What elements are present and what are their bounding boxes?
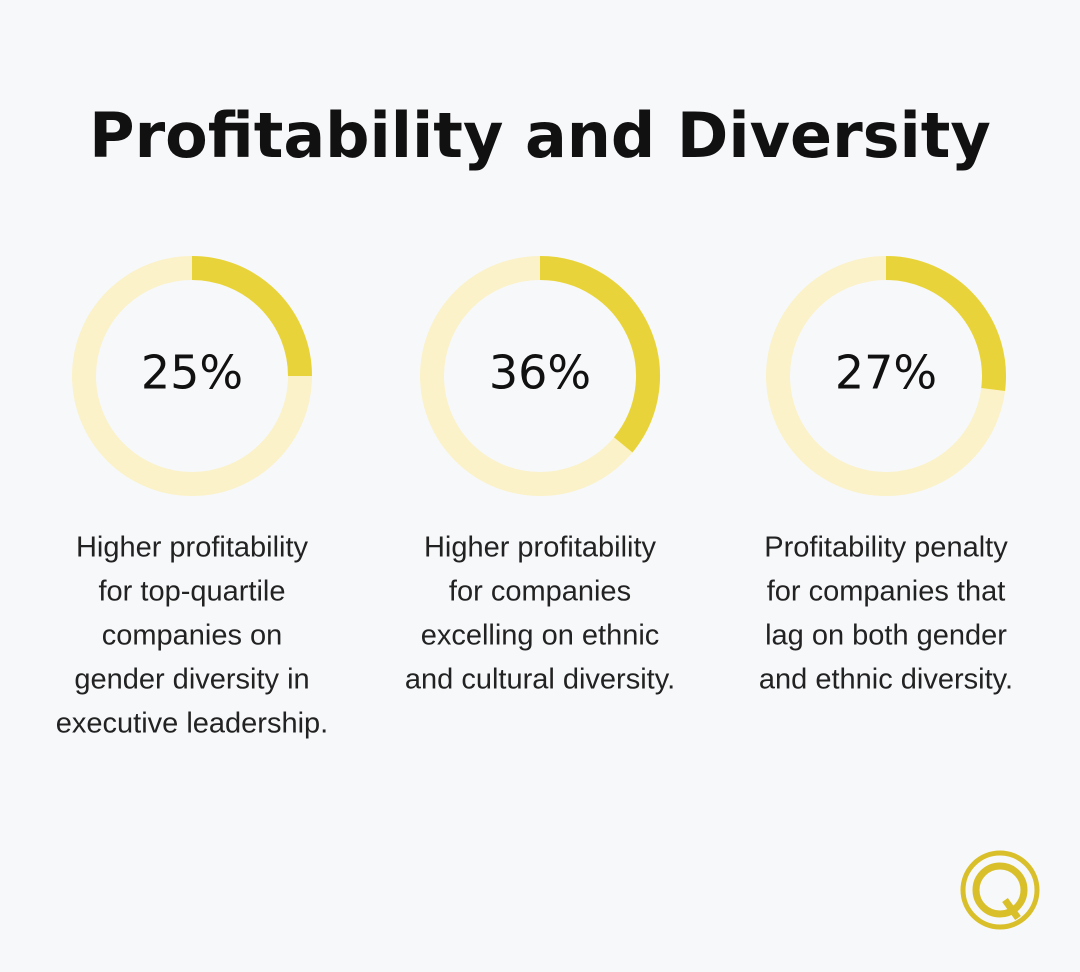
caption-line: excelling on ethnic xyxy=(421,620,660,652)
caption-line: Higher profitability xyxy=(424,532,657,564)
value-label: 27% xyxy=(835,346,937,400)
donut-arc xyxy=(191,256,312,377)
title: Profitability and Diversity xyxy=(89,99,991,172)
donut-arc xyxy=(539,256,660,453)
value-label: 36% xyxy=(489,346,591,400)
caption-line: lag on both gender xyxy=(765,620,1007,652)
caption-line: companies on xyxy=(102,620,283,652)
caption-line: for top-quartile xyxy=(99,576,286,608)
caption-line: Profitability penalty xyxy=(764,532,1008,564)
caption-line: executive leadership. xyxy=(56,708,328,740)
logo xyxy=(960,850,1040,930)
caption-line: and ethnic diversity. xyxy=(759,664,1013,696)
caption-line: and cultural diversity. xyxy=(405,664,675,696)
caption-line: for companies that xyxy=(767,576,1006,608)
value-label: 25% xyxy=(141,346,243,400)
caption-line: gender diversity in xyxy=(74,664,309,696)
donut-arc xyxy=(885,256,1006,392)
caption-line: for companies xyxy=(449,576,631,608)
caption-line: Higher profitability xyxy=(76,532,309,564)
